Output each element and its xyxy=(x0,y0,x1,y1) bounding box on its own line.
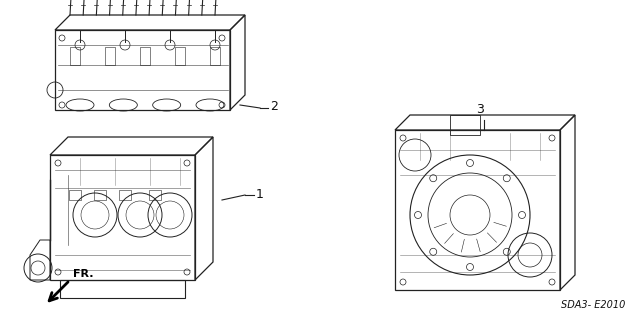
Text: 1: 1 xyxy=(256,188,264,201)
Bar xyxy=(69,190,81,200)
Bar xyxy=(94,190,106,200)
Bar xyxy=(210,47,220,65)
Bar xyxy=(70,47,80,65)
Bar xyxy=(105,47,115,65)
Bar xyxy=(149,190,161,200)
Text: 2: 2 xyxy=(270,100,278,114)
Text: 3: 3 xyxy=(476,103,484,116)
Bar xyxy=(119,190,131,200)
Text: FR.: FR. xyxy=(73,269,93,279)
Bar xyxy=(140,47,150,65)
Bar xyxy=(450,115,480,135)
Text: SDA3- E2010: SDA3- E2010 xyxy=(561,300,625,310)
Bar xyxy=(175,47,185,65)
